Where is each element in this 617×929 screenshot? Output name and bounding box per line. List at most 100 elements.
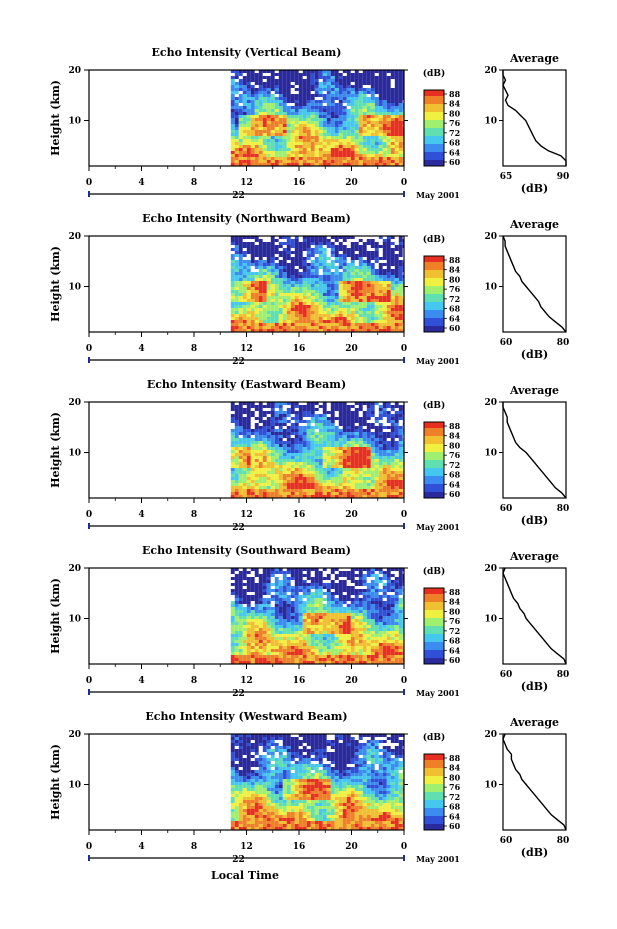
- heatmap-cell: [322, 160, 327, 163]
- heatmap-cell: [382, 492, 387, 495]
- heatmap-cell: [330, 492, 335, 495]
- heatmap-cell: [238, 103, 243, 106]
- heatmap-cell: [374, 254, 379, 257]
- heatmap-cell: [370, 287, 375, 290]
- heatmap-cell: [346, 492, 351, 495]
- heatmap-cell: [242, 245, 247, 248]
- heatmap-cell: [382, 263, 387, 266]
- heatmap-cell: [262, 91, 267, 94]
- heatmap-cell: [242, 163, 247, 166]
- heatmap-cell: [290, 646, 295, 649]
- heatmap-cell: [374, 474, 379, 477]
- heatmap-cell: [318, 405, 323, 408]
- heatmap-cell: [258, 414, 263, 417]
- heatmap-cell: [334, 163, 339, 166]
- heatmap-cell: [366, 477, 371, 480]
- heatmap-cell: [362, 70, 367, 73]
- heatmap-cell: [398, 326, 403, 329]
- heatmap-cell: [326, 245, 331, 248]
- heatmap-cell: [238, 456, 243, 459]
- heatmap-cell: [390, 435, 395, 438]
- heatmap-cell: [278, 320, 283, 323]
- heatmap-cell: [286, 649, 291, 652]
- heatmap-cell: [334, 296, 339, 299]
- heatmap-cell: [334, 287, 339, 290]
- heatmap-cell: [254, 284, 259, 287]
- heatmap-cell: [358, 239, 363, 242]
- heatmap-cell: [374, 112, 379, 115]
- heatmap-cell: [286, 260, 291, 263]
- heatmap-cell: [246, 652, 251, 655]
- colorbar-swatch: [424, 490, 444, 493]
- heatmap-cell: [326, 429, 331, 432]
- heatmap-cell: [270, 266, 275, 269]
- heatmap-cell: [326, 254, 331, 257]
- heatmap-cell: [294, 118, 299, 121]
- heatmap-cell: [330, 329, 335, 332]
- heatmap-cell: [278, 275, 283, 278]
- heatmap-cell: [378, 257, 383, 260]
- heatmap-cell: [366, 411, 371, 414]
- heatmap-cell: [330, 456, 335, 459]
- heatmap-cell: [370, 257, 375, 260]
- heatmap-cell: [266, 655, 271, 658]
- heatmap-cell: [322, 239, 327, 242]
- heatmap-cell: [362, 103, 367, 106]
- heatmap-cell: [398, 130, 403, 133]
- heatmap-cell: [334, 91, 339, 94]
- heatmap-cell: [250, 426, 255, 429]
- heatmap-cell: [250, 652, 255, 655]
- heatmap-cell: [382, 429, 387, 432]
- heatmap-cell: [262, 251, 267, 254]
- heatmap-cell: [334, 661, 339, 664]
- heatmap-cell: [234, 658, 239, 661]
- heatmap-cell: [286, 426, 291, 429]
- heatmap-cell: [382, 640, 387, 643]
- heatmap-cell: [298, 402, 303, 405]
- heatmap-cell: [254, 492, 259, 495]
- heatmap-cell: [282, 254, 287, 257]
- heatmap-cell: [342, 329, 347, 332]
- heatmap-cell: [302, 88, 307, 91]
- heatmap-cell: [394, 236, 399, 239]
- heatmap-cell: [238, 97, 243, 100]
- date-label: May 2001: [416, 522, 460, 532]
- heatmap-cell: [274, 655, 279, 658]
- heatmap-cell: [378, 142, 383, 145]
- heatmap-cell: [318, 100, 323, 103]
- heatmap-cell: [242, 290, 247, 293]
- heatmap-cell: [362, 272, 367, 275]
- heatmap-cell: [242, 468, 247, 471]
- heatmap-cell: [390, 157, 395, 160]
- heatmap-cell: [314, 103, 319, 106]
- heatmap-cell: [390, 251, 395, 254]
- heatmap-cell: [322, 658, 327, 661]
- heatmap-cell: [250, 296, 255, 299]
- heatmap-cell: [234, 121, 239, 124]
- heatmap-cell: [286, 248, 291, 251]
- heatmap-cell: [262, 655, 267, 658]
- heatmap-cell: [270, 100, 275, 103]
- heatmap-cell: [358, 432, 363, 435]
- heatmap-cell: [354, 127, 359, 130]
- heatmap-cell: [382, 242, 387, 245]
- heatmap-cell: [270, 450, 275, 453]
- heatmap-cell: [282, 272, 287, 275]
- heatmap-cell: [338, 242, 343, 245]
- heatmap-cell: [254, 163, 259, 166]
- heatmap-cell: [398, 405, 403, 408]
- heatmap-cell: [298, 245, 303, 248]
- heatmap-cell: [370, 106, 375, 109]
- heatmap-cell: [270, 127, 275, 130]
- heatmap-cell: [386, 477, 391, 480]
- heatmap-cell: [234, 311, 239, 314]
- heatmap-cell: [338, 314, 343, 317]
- heatmap-cell: [362, 79, 367, 82]
- heatmap-cell: [386, 236, 391, 239]
- heatmap-cell: [374, 444, 379, 447]
- heatmap-cell: [326, 73, 331, 76]
- colorbar-tick-label: 84: [449, 265, 461, 275]
- heatmap-cell: [258, 465, 263, 468]
- heatmap-cell: [394, 477, 399, 480]
- heatmap-cell: [366, 450, 371, 453]
